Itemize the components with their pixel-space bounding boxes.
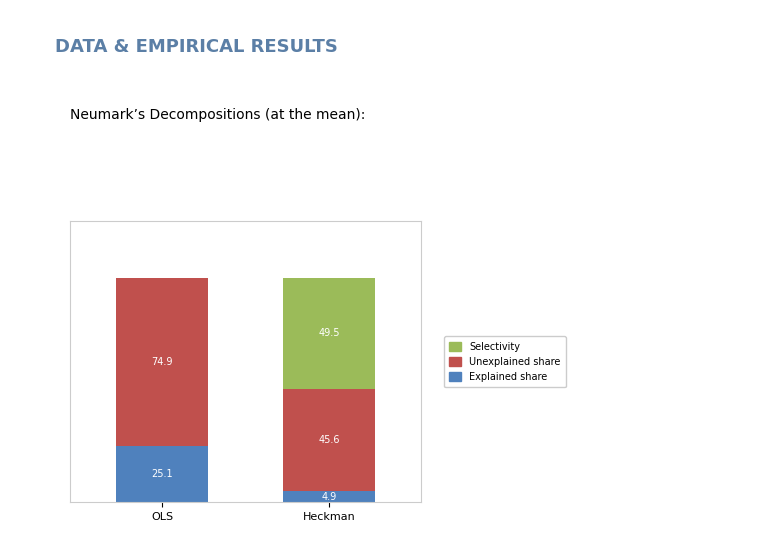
Text: 4.9: 4.9 xyxy=(321,492,337,502)
Text: DATA & EMPIRICAL RESULTS: DATA & EMPIRICAL RESULTS xyxy=(55,38,338,56)
Bar xyxy=(283,278,375,389)
Bar xyxy=(116,446,208,502)
Bar xyxy=(283,389,375,491)
Text: 25.1: 25.1 xyxy=(151,469,173,479)
Text: Neumark’s Decompositions (at the mean):: Neumark’s Decompositions (at the mean): xyxy=(70,108,366,122)
Legend: Selectivity, Unexplained share, Explained share: Selectivity, Unexplained share, Explaine… xyxy=(444,336,566,388)
Text: 74.9: 74.9 xyxy=(151,357,173,367)
Bar xyxy=(116,278,208,446)
Text: 49.5: 49.5 xyxy=(318,328,340,338)
Text: 45.6: 45.6 xyxy=(318,435,340,445)
Bar xyxy=(283,491,375,502)
